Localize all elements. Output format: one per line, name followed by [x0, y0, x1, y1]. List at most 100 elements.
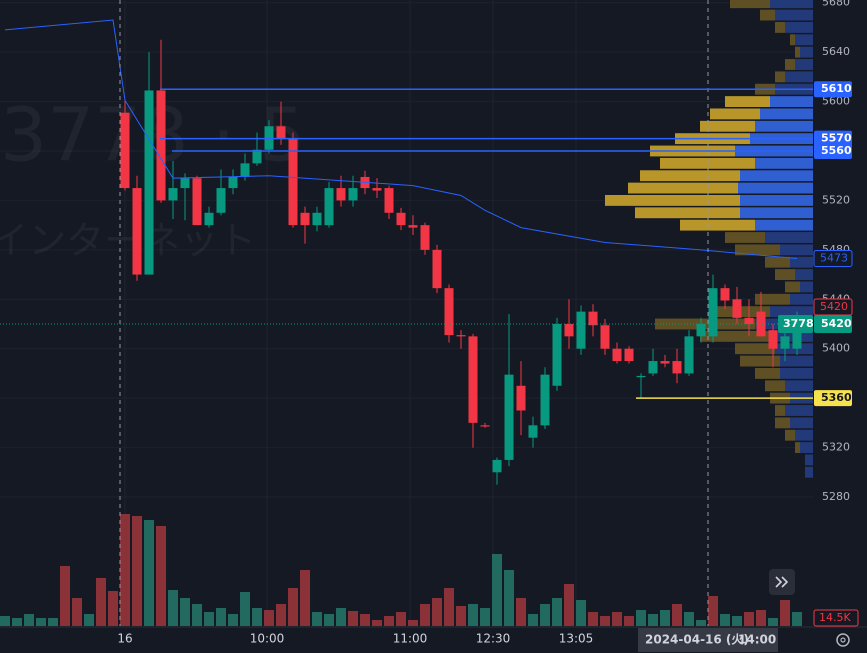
volume-bar — [732, 616, 742, 626]
volume-bar — [492, 554, 502, 626]
y-tick-label: 5320 — [822, 441, 850, 454]
profile-down — [765, 380, 785, 392]
profile-up — [795, 59, 813, 70]
volume-bar — [624, 616, 634, 626]
volume-bar — [36, 618, 46, 626]
time-label: 13:05 — [559, 632, 594, 646]
profile-down — [735, 244, 780, 256]
candle-body — [696, 323, 706, 337]
volume-bar — [48, 618, 58, 626]
profile-down — [775, 269, 795, 280]
profile-down — [735, 343, 775, 355]
scroll-button[interactable] — [769, 569, 795, 595]
volume-bar — [120, 514, 130, 626]
profile-up — [800, 46, 813, 58]
volume-bar — [636, 610, 646, 626]
profile-up — [770, 96, 813, 108]
candle-body — [588, 311, 598, 326]
settings-button[interactable] — [836, 633, 850, 647]
price-tag — [814, 130, 852, 147]
y-tick-label: 5640 — [822, 45, 850, 58]
grid — [0, 0, 813, 626]
volume-bar — [552, 598, 562, 626]
volume-bar — [360, 614, 370, 626]
candle-body — [468, 336, 478, 423]
profile-down — [785, 429, 795, 441]
profile-up — [785, 22, 813, 33]
volume-bar — [24, 614, 34, 626]
volume-bar — [12, 618, 22, 626]
profile-up — [800, 442, 813, 453]
candle-body — [528, 425, 538, 438]
price-lines — [0, 88, 813, 399]
profile-up — [740, 195, 813, 206]
crosshair-date: 2024-04-16 (火) — [645, 633, 749, 647]
profile-down — [760, 9, 775, 21]
profile-up — [790, 256, 813, 268]
volume-bar — [744, 612, 754, 626]
candle-body — [540, 374, 550, 426]
volume-bar — [288, 588, 298, 626]
profile-up — [765, 232, 813, 243]
volume-bar — [252, 608, 262, 626]
volume-bar — [324, 614, 334, 626]
candle-body — [564, 323, 574, 337]
profile-down — [775, 22, 785, 33]
profile-down — [775, 417, 790, 429]
profile-up — [755, 120, 813, 132]
y-tick-label: 5280 — [822, 490, 850, 503]
time-label: 10:00 — [250, 632, 285, 646]
time-label: 16 — [117, 632, 132, 646]
profile-up — [805, 454, 813, 466]
candle-body — [600, 325, 610, 349]
profile-up — [790, 417, 813, 429]
settings-icon-core[interactable] — [840, 637, 846, 643]
candle-body — [732, 299, 742, 318]
volume-bar — [600, 616, 610, 626]
profile-down — [680, 219, 755, 231]
candle-body — [612, 348, 622, 362]
volume-tag — [813, 609, 859, 627]
volume-bar — [144, 520, 154, 626]
volume-bar — [168, 590, 178, 626]
y-tick-label: 5680 — [822, 0, 850, 9]
candle-body — [252, 149, 262, 164]
volume-bar — [96, 578, 106, 626]
profile-up — [785, 71, 813, 83]
candle-body — [480, 425, 490, 427]
volume-bar — [336, 608, 346, 626]
price-tag-label: 5360 — [821, 391, 852, 404]
profile-up — [780, 244, 813, 256]
candle-body — [408, 225, 418, 228]
volume-bar — [516, 598, 526, 626]
profile-up — [770, 330, 813, 342]
candle-body — [204, 212, 214, 226]
volume-bar — [312, 612, 322, 626]
profile-down — [765, 256, 790, 268]
volume-bar — [264, 610, 274, 626]
candle-body — [708, 288, 718, 337]
profile-down — [605, 195, 740, 206]
symbol-tag — [778, 314, 813, 333]
watermark-name: インターネット — [0, 219, 256, 263]
volume-bar — [612, 612, 622, 626]
volume-bar — [528, 614, 538, 626]
candle-body — [720, 288, 730, 301]
scroll-icon[interactable] — [775, 576, 789, 588]
profile-up — [795, 34, 813, 46]
volume-bar — [180, 598, 190, 626]
volume-bar — [684, 612, 694, 626]
last-price-label: 5420 — [821, 317, 852, 330]
price-tag-label: 5560 — [821, 144, 852, 157]
alert-tag — [813, 298, 853, 316]
candle-body — [300, 212, 310, 226]
candle-body — [420, 225, 430, 250]
settings-icon[interactable] — [836, 633, 850, 647]
candle-body — [312, 212, 322, 226]
time-label: 11:00 — [393, 632, 428, 646]
time-label: 12:30 — [476, 632, 511, 646]
profile-down — [740, 355, 780, 367]
price-tag — [814, 390, 852, 407]
profile-up — [755, 157, 813, 169]
profile-up — [760, 108, 813, 120]
